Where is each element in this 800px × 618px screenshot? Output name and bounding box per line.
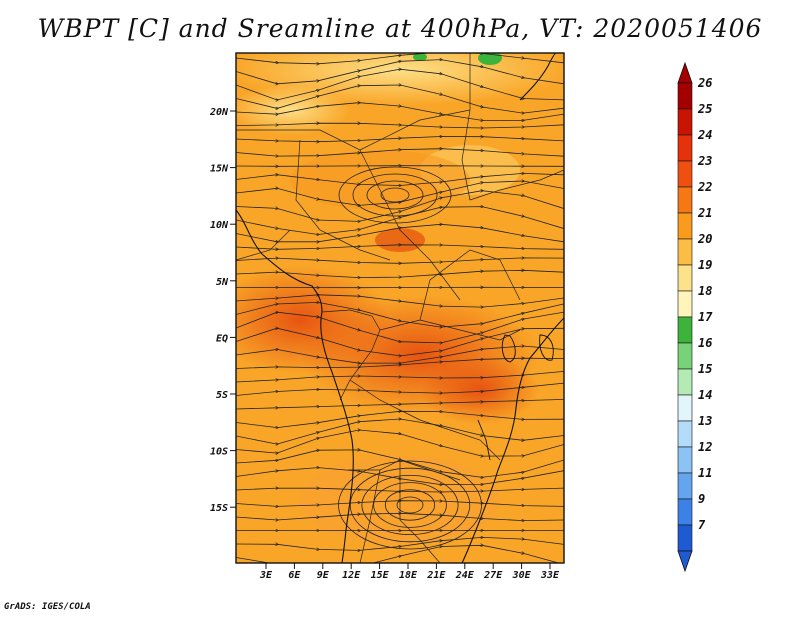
lon-tick-label: 27E <box>483 570 503 581</box>
streamline <box>236 166 564 167</box>
lat-tick-label: 10S <box>210 447 228 458</box>
lon-tick-label: 12E <box>342 570 361 581</box>
plot-frame <box>235 52 565 564</box>
streamline-vortex <box>380 187 410 203</box>
lat-tick-label: 20N <box>209 107 229 118</box>
colorbar: 26 25 24 23 22 21 20 19 18 17 16 15 14 13 12 11 9 7 <box>677 61 713 573</box>
lon-tick-label: 9E <box>317 570 330 581</box>
lon-tick-label: 30E <box>512 570 532 581</box>
colorbar-segment <box>677 160 693 188</box>
streamline-vortex <box>366 180 424 210</box>
lat-tick-label: 10N <box>210 220 229 231</box>
streamline <box>236 371 564 383</box>
lon-tick-label: 33E <box>540 570 560 581</box>
colorbar-segment <box>677 368 693 396</box>
lat-tick-label: 15N <box>210 164 229 175</box>
colorbar-label: 24 <box>697 128 712 142</box>
colorbar-segment <box>677 446 693 474</box>
streamline <box>236 245 564 250</box>
colorbar-label: 19 <box>698 258 712 272</box>
streamline <box>236 224 564 242</box>
lat-tick-label: 15S <box>210 503 228 514</box>
streamline <box>236 103 564 121</box>
hot-patch-small <box>375 228 425 252</box>
colorbar-label: 11 <box>698 466 712 480</box>
lat-tick-label: 5N <box>216 277 229 288</box>
colorbar-segment <box>677 134 693 162</box>
streamline <box>236 358 564 368</box>
streamline <box>236 270 564 277</box>
colorbar-segment <box>677 524 693 552</box>
colorbar-label: 16 <box>698 336 712 350</box>
lon-tick-label: 6E <box>288 570 301 581</box>
colorbar-label: 20 <box>697 232 712 246</box>
streamline <box>236 258 564 263</box>
streamline <box>236 545 561 563</box>
colorbar-segment <box>677 472 693 500</box>
colorbar-label: 17 <box>698 310 713 324</box>
colorbar-bottom-arrow <box>677 550 693 573</box>
lon-tick-label: 18E <box>399 570 418 581</box>
streamline <box>236 123 564 128</box>
lon-tick-label: 24E <box>455 570 475 581</box>
streamline <box>236 149 564 157</box>
lat-tick-label: EQ <box>216 333 228 344</box>
colorbar-label: 9 <box>698 492 705 506</box>
colorbar-segment <box>677 108 693 136</box>
colorbar-segment <box>677 290 693 318</box>
colorbar-segment <box>677 316 693 344</box>
colorbar-label: 26 <box>697 76 712 90</box>
streamline-vortex <box>349 467 471 543</box>
streamline-vortex <box>396 496 424 514</box>
streamline-vortex <box>352 173 438 217</box>
lon-tick-label: 21E <box>426 570 446 581</box>
colorbar-label: 14 <box>698 388 712 402</box>
grads-credit: GrADS: IGES/COLA <box>4 602 91 612</box>
colorbar-segment <box>677 264 693 292</box>
colorbar-label: 25 <box>697 102 712 116</box>
colorbar-label: 15 <box>698 362 712 376</box>
colorbar-label: 13 <box>698 414 712 428</box>
colorbar-segment <box>677 420 693 448</box>
lon-axis: 3E 6E 9E 12E 15E 18E 21E 24E 27E 30E 33E <box>259 563 560 581</box>
colorbar-segment <box>677 82 693 110</box>
colorbar-label: 23 <box>697 154 712 168</box>
colorbar-label: 21 <box>697 206 712 220</box>
streamline-vortex <box>338 166 452 224</box>
colorbar-label: 12 <box>698 440 712 454</box>
colorbar-segment <box>677 498 693 526</box>
coastline <box>236 53 564 563</box>
streamline-vortex <box>338 460 482 550</box>
colorbar-segment <box>677 238 693 266</box>
lat-tick-label: 5S <box>216 390 228 401</box>
streamline-vortex <box>373 482 447 528</box>
colorbar-segment <box>677 186 693 214</box>
colorbar-label: 7 <box>698 518 706 532</box>
lakes <box>477 334 554 461</box>
colorbar-top-arrow <box>677 61 693 84</box>
streamline-vortex <box>361 474 459 535</box>
borders <box>236 53 564 563</box>
streamline <box>236 399 564 409</box>
chart-title: WBPT [C] and Sreamline at 400hPa, VT: 20… <box>37 14 763 43</box>
plot-area <box>236 53 564 563</box>
streamline-vortex <box>384 489 436 521</box>
colorbar-label: 18 <box>698 284 712 298</box>
streamline <box>236 382 564 396</box>
streamlines <box>236 53 564 563</box>
lon-tick-label: 3E <box>259 570 273 581</box>
colorbar-segment <box>677 394 693 422</box>
hot-band-east <box>420 355 540 425</box>
colorbar-label: 22 <box>697 180 712 194</box>
colorbar-segment <box>677 342 693 370</box>
streamline <box>236 137 564 142</box>
lat-axis: 20N 15N 10N 5N EQ 5S 10S 15S <box>209 107 236 514</box>
lon-tick-label: 15E <box>371 570 390 581</box>
colorbar-segment <box>677 212 693 240</box>
